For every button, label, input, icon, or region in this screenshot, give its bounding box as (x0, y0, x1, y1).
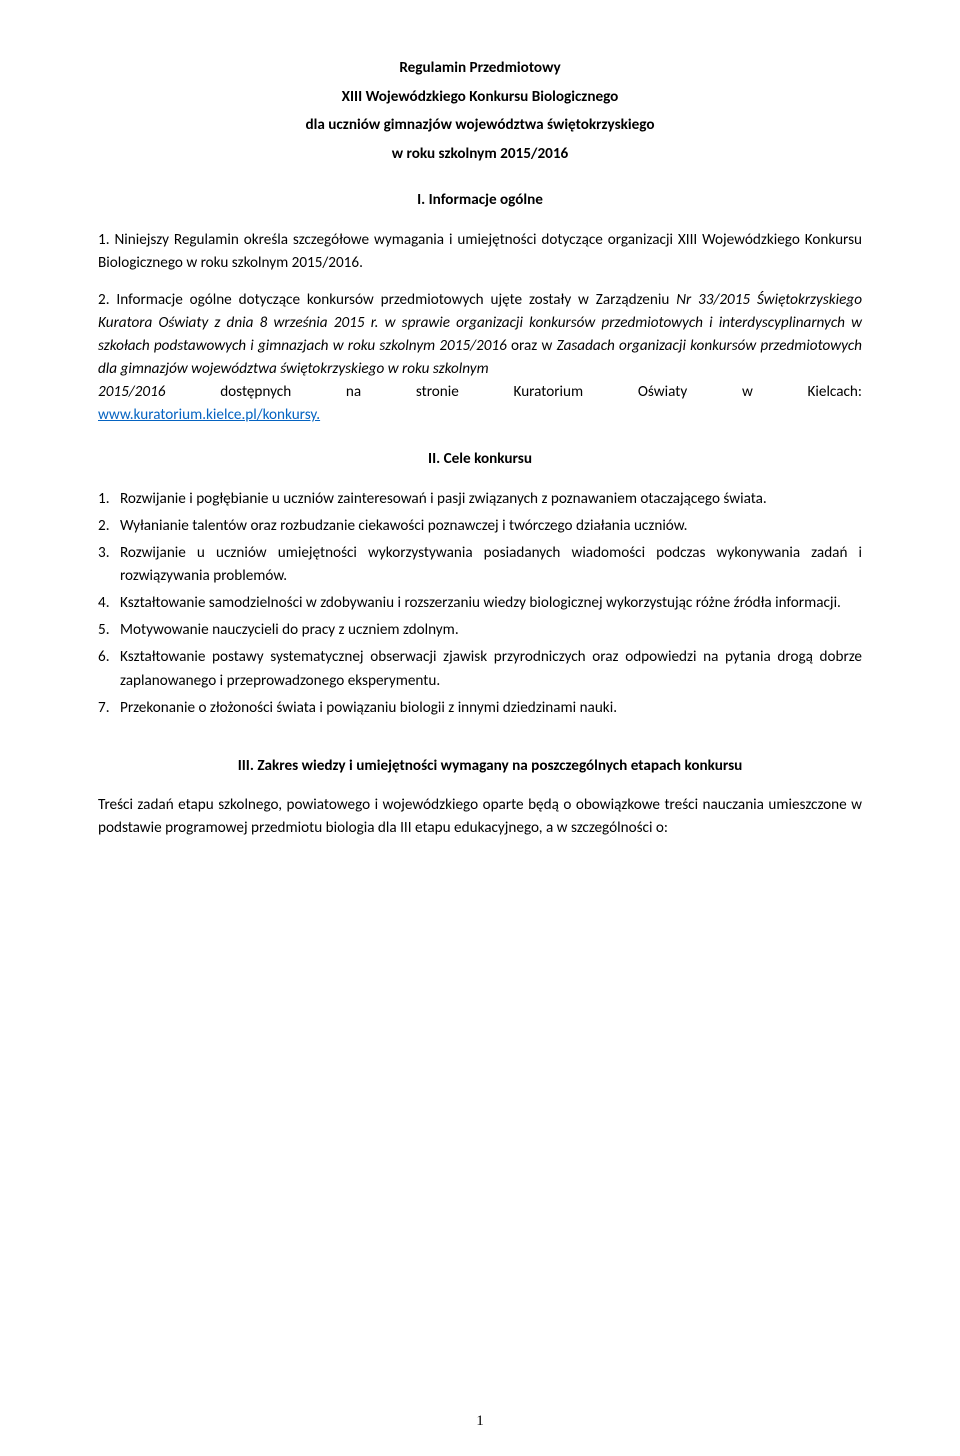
word: stronie (416, 381, 459, 404)
section-3-paragraph: Treści zadań etapu szkolnego, powiatoweg… (98, 794, 862, 840)
word: 2015/2016 (98, 381, 165, 404)
section-2-item: 1. Rozwijanie i pogłębianie u uczniów za… (98, 488, 862, 511)
list-text: Rozwijanie i pogłębianie u uczniów zaint… (120, 488, 862, 511)
list-text: Kształtowanie samodzielności w zdobywani… (120, 592, 862, 615)
section-2-heading: II. Cele konkursu (98, 449, 862, 470)
section-1-item-2: 2. Informacje ogólne dotyczące konkursów… (98, 289, 862, 428)
list-number: 2. (98, 291, 110, 309)
word: Kielcach: (808, 381, 862, 404)
document-title-block: Regulamin Przedmiotowy XIII Wojewódzkieg… (98, 58, 862, 164)
title-line-1: Regulamin Przedmiotowy (98, 58, 862, 79)
list-number: 4. (98, 592, 120, 615)
section-2-item: 6. Kształtowanie postawy systematycznej … (98, 646, 862, 692)
list-text: Wyłanianie talentów oraz rozbudzanie cie… (120, 515, 862, 538)
page-number: 1 (0, 1413, 960, 1430)
section-1-item-1: 1. Niniejszy Regulamin określa szczegóło… (98, 229, 862, 275)
list-number: 2. (98, 515, 120, 538)
word: w (742, 381, 753, 404)
external-link[interactable]: www.kuratorium.kielce.pl/konkursy. (98, 406, 320, 424)
list-number: 1. (98, 488, 120, 511)
list-number: 6. (98, 646, 120, 692)
section-3-heading: III. Zakres wiedzy i umiejętności wymaga… (98, 756, 862, 777)
word: Oświaty (638, 381, 687, 404)
section-2-item: 7. Przekonanie o złożoności świata i pow… (98, 697, 862, 720)
list-text: Kształtowanie postawy systematycznej obs… (120, 646, 862, 692)
list-number: 1. (98, 231, 110, 249)
list-text-mid: oraz w (507, 337, 557, 355)
section-2-item: 5. Motywowanie nauczycieli do pracy z uc… (98, 619, 862, 642)
list-text: Motywowanie nauczycieli do pracy z uczni… (120, 619, 862, 642)
section-2-item: 3. Rozwijanie u uczniów umiejętności wyk… (98, 542, 862, 588)
list-text-prefix: Informacje ogólne dotyczące konkursów pr… (116, 291, 676, 309)
list-text: Niniejszy Regulamin określa szczegółowe … (98, 231, 862, 272)
list-text: Rozwijanie u uczniów umiejętności wykorz… (120, 542, 862, 588)
title-line-2: XIII Wojewódzkiego Konkursu Biologiczneg… (98, 87, 862, 108)
list-number: 7. (98, 697, 120, 720)
section-2-item: 4. Kształtowanie samodzielności w zdobyw… (98, 592, 862, 615)
word: Kuratorium (514, 381, 584, 404)
word: na (346, 381, 361, 404)
section-1-heading: I. Informacje ogólne (98, 190, 862, 211)
section-2-item: 2. Wyłanianie talentów oraz rozbudzanie … (98, 515, 862, 538)
title-line-3: dla uczniów gimnazjów województwa święto… (98, 115, 862, 136)
justified-spread-line: 2015/2016 dostępnych na stronie Kuratori… (98, 381, 862, 404)
word: dostępnych (220, 381, 291, 404)
list-number: 5. (98, 619, 120, 642)
list-text: Przekonanie o złożoności świata i powiąz… (120, 697, 862, 720)
list-number: 3. (98, 542, 120, 588)
document-page: Regulamin Przedmiotowy XIII Wojewódzkieg… (0, 0, 960, 1456)
title-line-4: w roku szkolnym 2015/2016 (98, 144, 862, 165)
